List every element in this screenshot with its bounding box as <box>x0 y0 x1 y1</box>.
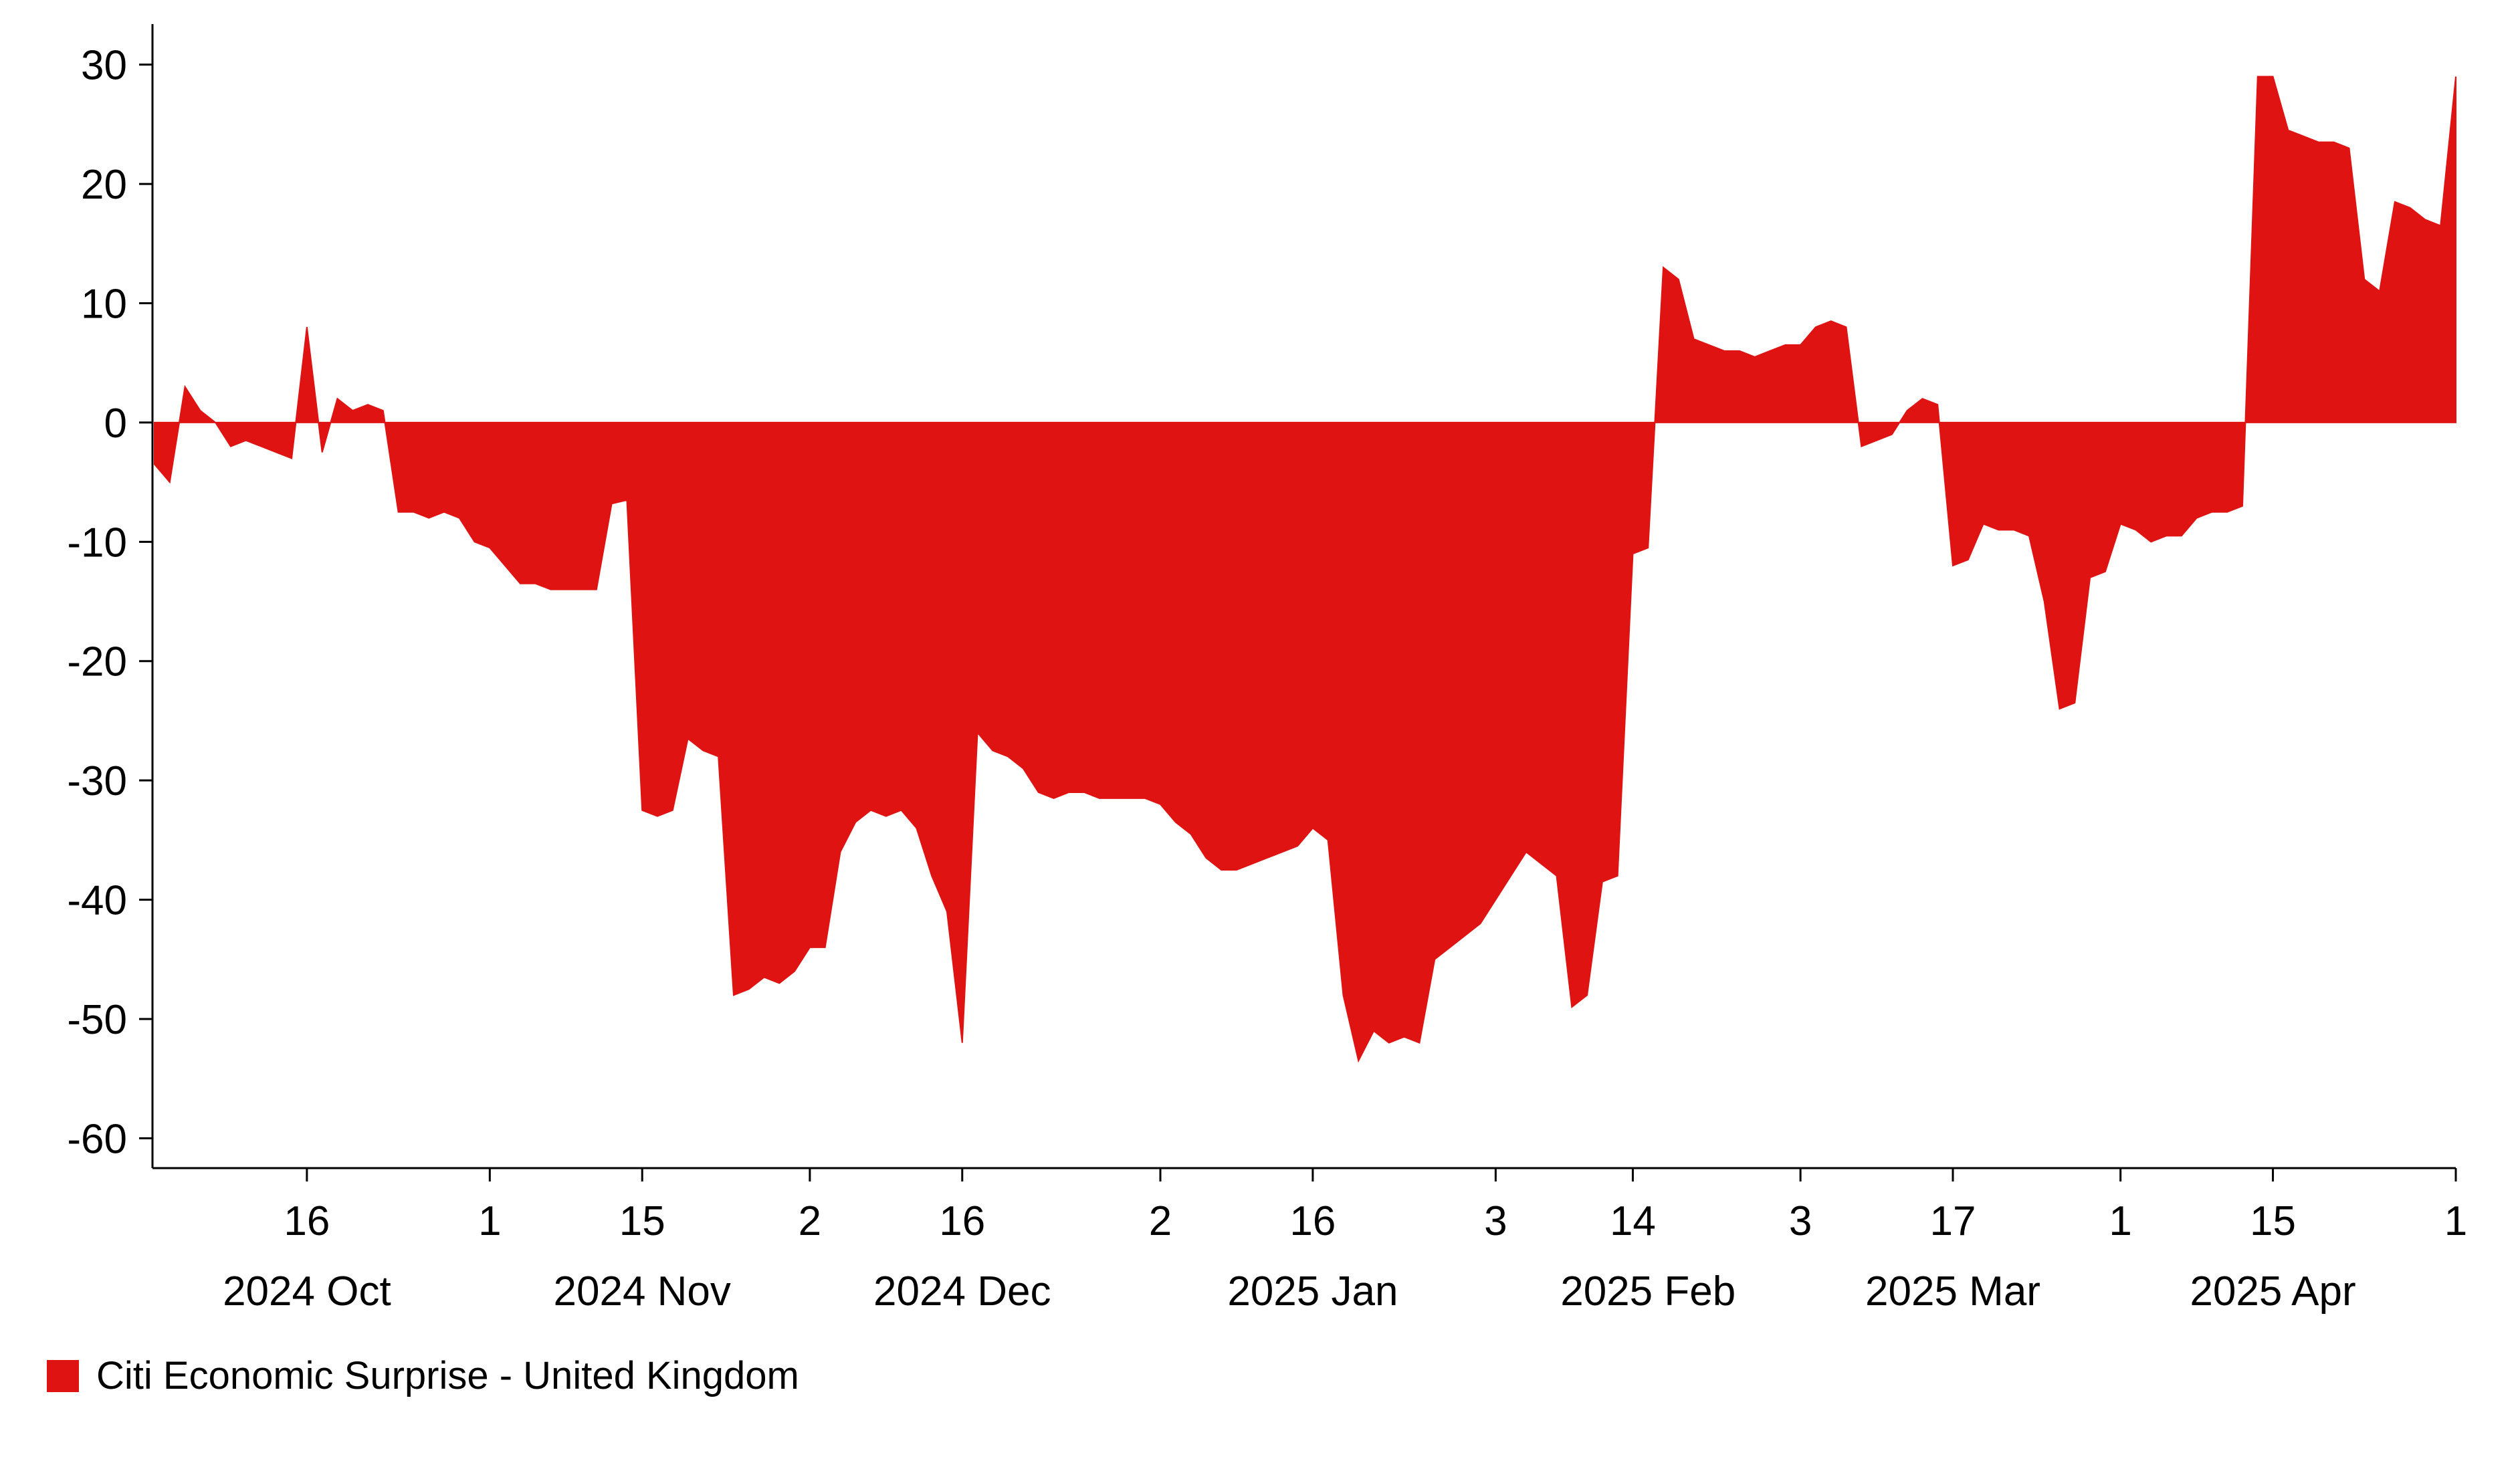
y-tick-label: 0 <box>104 401 127 447</box>
y-tick-label: -60 <box>67 1116 127 1162</box>
month-label: 2024 Oct <box>223 1268 391 1315</box>
x-tick-label: 3 <box>1789 1198 1812 1244</box>
x-tick-label: 1 <box>478 1198 501 1244</box>
y-tick-label: 20 <box>81 162 127 208</box>
x-tick-label: 2 <box>799 1198 821 1244</box>
legend-swatch <box>47 1360 79 1392</box>
x-tick-label: 15 <box>619 1198 665 1244</box>
x-tick-label: 3 <box>1484 1198 1507 1244</box>
x-tick-label: 1 <box>2444 1198 2467 1244</box>
x-tick-label: 2 <box>1149 1198 1172 1244</box>
y-tick-label: -50 <box>67 997 127 1043</box>
month-label: 2025 Mar <box>1865 1268 2040 1315</box>
y-tick-label: -20 <box>67 639 127 685</box>
month-label: 2025 Jan <box>1227 1268 1398 1315</box>
month-label: 2024 Dec <box>873 1268 1051 1315</box>
series-area <box>154 76 2456 1063</box>
x-tick-label: 16 <box>939 1198 985 1244</box>
y-tick-label: -40 <box>67 878 127 924</box>
legend-label: Citi Economic Surprise - United Kingdom <box>96 1354 799 1397</box>
x-tick-label: 16 <box>1289 1198 1336 1244</box>
x-tick-label: 1 <box>2109 1198 2131 1244</box>
legend: Citi Economic Surprise - United Kingdom <box>47 1357 799 1395</box>
y-tick-label: 10 <box>81 281 127 327</box>
y-tick-label: -30 <box>67 758 127 804</box>
month-label: 2024 Nov <box>554 1268 731 1315</box>
y-tick-label: 30 <box>81 43 127 89</box>
month-label: 2025 Apr <box>2190 1268 2355 1315</box>
x-tick-label: 17 <box>1930 1198 1976 1244</box>
y-tick-label: -10 <box>67 520 127 566</box>
month-label: 2025 Feb <box>1560 1268 1736 1315</box>
x-tick-label: 15 <box>2250 1198 2296 1244</box>
x-tick-label: 16 <box>284 1198 330 1244</box>
x-tick-label: 14 <box>1610 1198 1656 1244</box>
